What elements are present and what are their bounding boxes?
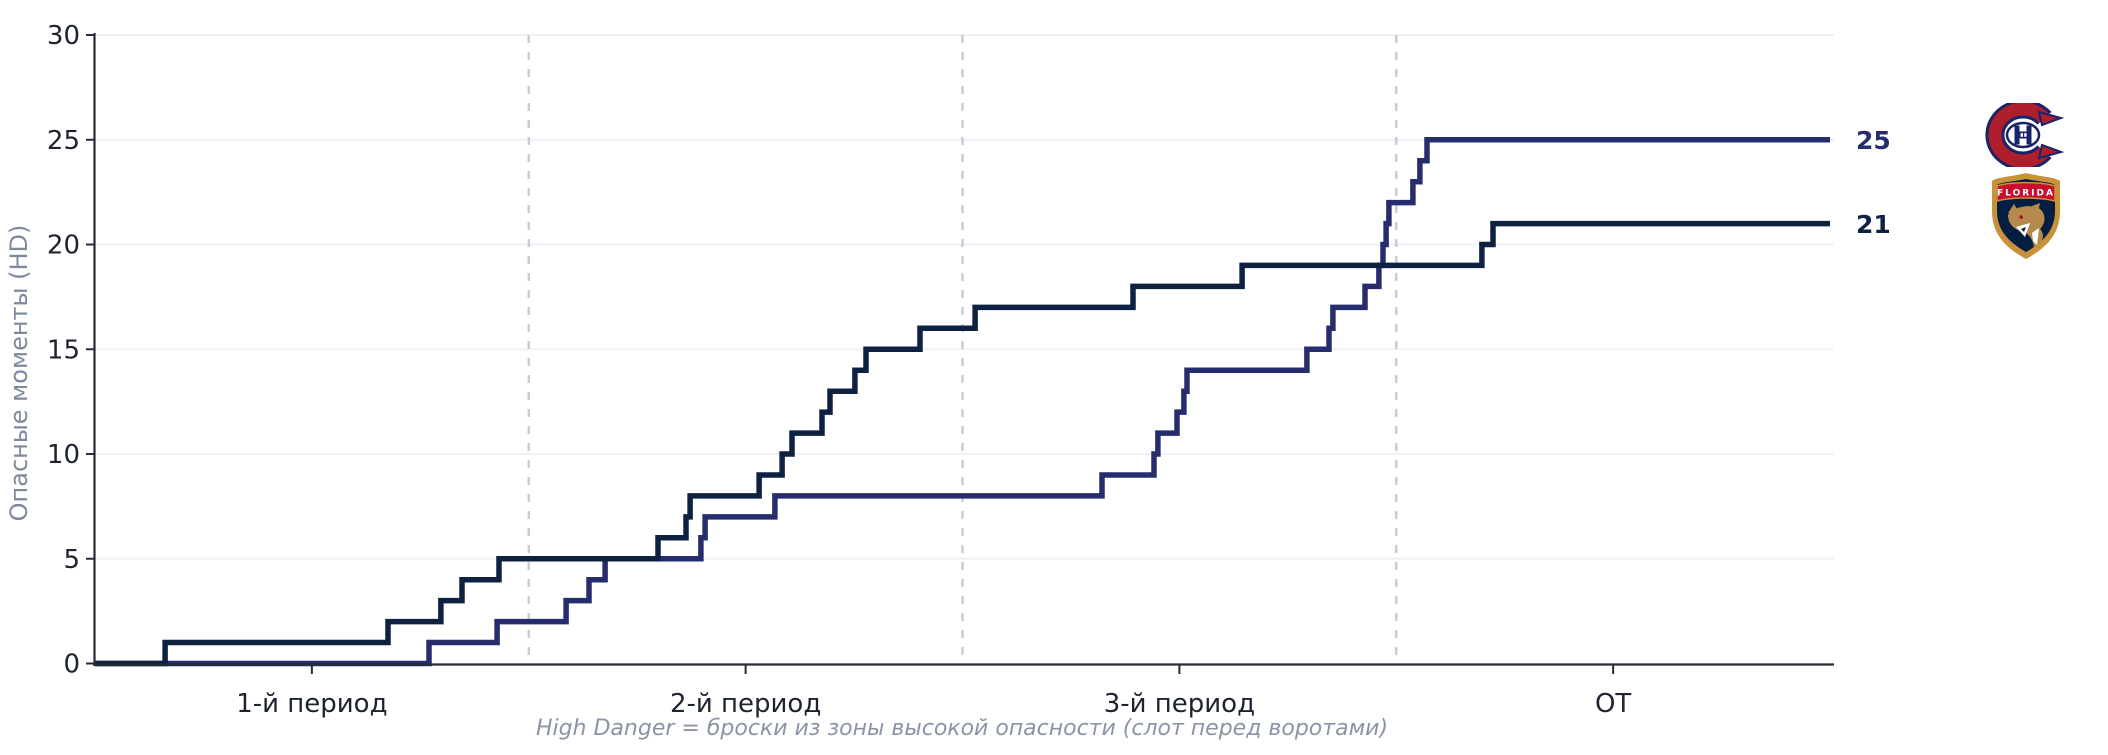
y-tick-label: 20: [47, 231, 80, 261]
y-tick-label: 0: [63, 650, 80, 680]
mtl-c-bottom-tip: [2037, 143, 2065, 160]
florida-panthers-logo: FLORIDA: [1988, 171, 2064, 261]
montreal-total-label: 25: [1856, 126, 1891, 155]
x-tick-label: ОТ: [1595, 689, 1631, 719]
mtl-c-top-tip: [2037, 110, 2065, 127]
y-tick-label: 30: [47, 21, 80, 51]
fla-panther-head: [2008, 203, 2045, 247]
series-line-montreal-canadiens: [95, 137, 1830, 667]
period-boundary-dashes-group: [527, 35, 1398, 663]
y-tick-label: 5: [63, 545, 80, 575]
y-tick-label: 10: [47, 440, 80, 470]
mtl-c-red: [1988, 102, 2050, 168]
series-lines-group: [95, 137, 1830, 667]
chart-caption: High Danger = броски из зоны высокой опа…: [536, 716, 1388, 741]
y-axis-title: Опасные моменты (HD): [5, 225, 33, 522]
fla-banner: [1996, 181, 2056, 202]
y-tick-label: 15: [47, 335, 80, 365]
series-line-florida-panthers: [95, 220, 1830, 667]
mtl-h-letter: [2014, 125, 2032, 145]
montreal-canadiens-logo: [1981, 99, 2071, 171]
fla-banner-text: FLORIDA: [1997, 189, 2055, 199]
axis-ticks-group: 0 5 10 15 20 25 30 1-й период 2-й период 3-й пери…: [47, 21, 1632, 719]
florida-panthers-logo-art: FLORIDA: [1992, 173, 2060, 259]
florida-total-label: 21: [1856, 210, 1891, 239]
y-tick-label: 25: [47, 126, 80, 156]
x-tick-label: 2-й период: [670, 689, 821, 719]
x-tick-label: 3-й период: [1104, 689, 1255, 719]
x-tick-label: 1-й период: [236, 689, 387, 719]
montreal-canadiens-logo-art: [1985, 99, 2065, 171]
gridlines-group: [95, 34, 1834, 560]
